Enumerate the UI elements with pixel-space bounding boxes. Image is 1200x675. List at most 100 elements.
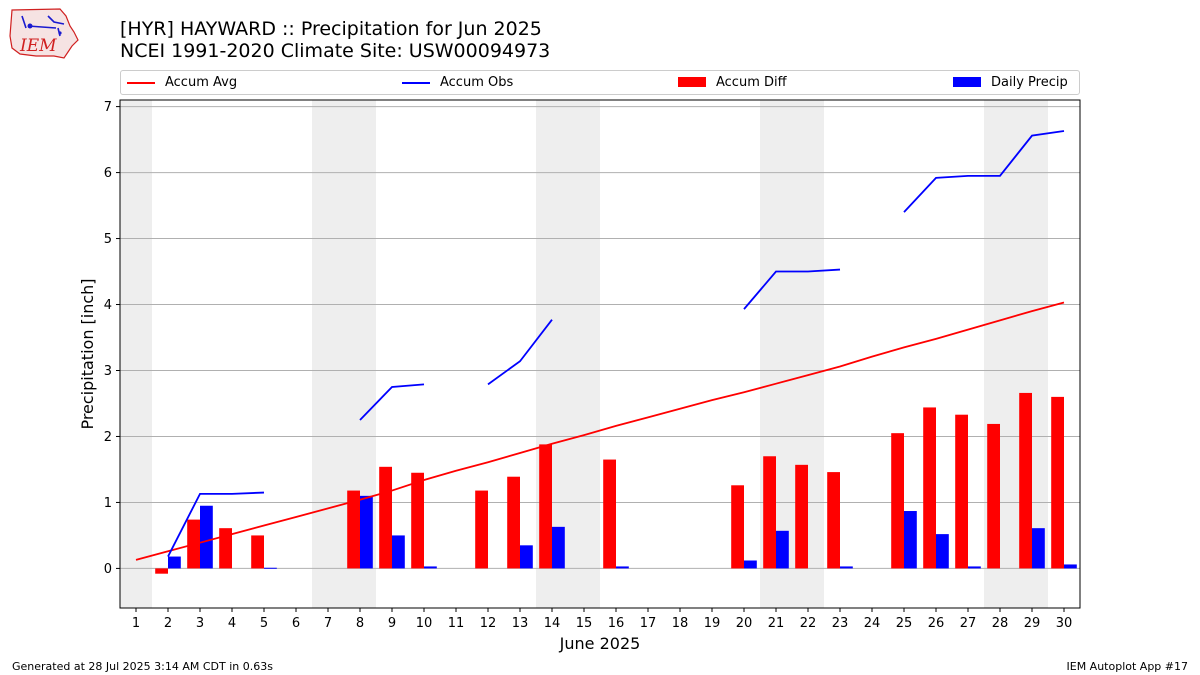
x-tick-label-29: 29 bbox=[1024, 616, 1041, 631]
bar-accum-diff-day-16 bbox=[603, 459, 616, 569]
bar-daily-precip-day-21 bbox=[776, 530, 789, 569]
bar-daily-precip-day-29 bbox=[1032, 528, 1045, 569]
y-tick-label-6: 6 bbox=[104, 166, 112, 181]
legend-label-daily-precip: Daily Precip bbox=[991, 75, 1068, 90]
bar-daily-precip-day-23 bbox=[840, 566, 853, 569]
bar-accum-diff-day-4 bbox=[219, 528, 232, 569]
weekend-shade-15 bbox=[568, 100, 600, 608]
legend-label-accum-diff: Accum Diff bbox=[716, 75, 787, 90]
bar-accum-diff-day-12 bbox=[475, 490, 488, 569]
x-tick-label-27: 27 bbox=[960, 616, 977, 631]
line-accum-obs-segment-0 bbox=[167, 491, 265, 557]
bar-daily-precip-day-30 bbox=[1064, 564, 1077, 569]
app-credit: IEM Autoplot App #17 bbox=[1066, 660, 1189, 673]
bar-accum-diff-day-14 bbox=[539, 444, 552, 569]
x-tick-label-21: 21 bbox=[768, 616, 785, 631]
y-tick-label-2: 2 bbox=[104, 430, 112, 445]
bar-daily-precip-day-9 bbox=[392, 535, 405, 569]
bar-daily-precip-day-26 bbox=[936, 534, 949, 569]
bar-accum-diff-day-21 bbox=[763, 456, 776, 569]
x-tick-label-25: 25 bbox=[896, 616, 913, 631]
bar-accum-diff-day-20 bbox=[731, 485, 744, 569]
x-tick-label-4: 4 bbox=[228, 616, 236, 631]
x-tick-label-16: 16 bbox=[608, 616, 625, 631]
x-tick-label-10: 10 bbox=[416, 616, 433, 631]
y-tick-label-7: 7 bbox=[104, 100, 112, 115]
x-tick-label-18: 18 bbox=[672, 616, 689, 631]
x-tick-label-13: 13 bbox=[512, 616, 529, 631]
x-tick-label-30: 30 bbox=[1056, 616, 1073, 631]
x-tick-label-9: 9 bbox=[388, 616, 396, 631]
bar-accum-diff-day-5 bbox=[251, 535, 264, 569]
bar-daily-precip-day-8 bbox=[360, 495, 373, 569]
bar-accum-diff-day-26 bbox=[923, 407, 936, 569]
x-tick-label-2: 2 bbox=[164, 616, 172, 631]
x-tick-label-28: 28 bbox=[992, 616, 1009, 631]
bar-daily-precip-day-3 bbox=[200, 505, 213, 569]
bar-daily-precip-day-5 bbox=[264, 567, 277, 569]
x-axis-label: June 2025 bbox=[559, 634, 641, 653]
y-tick-label-5: 5 bbox=[104, 232, 112, 247]
bar-accum-diff-day-30 bbox=[1051, 396, 1064, 569]
chart-title: [HYR] HAYWARD :: Precipitation for Jun 2… bbox=[120, 18, 542, 40]
x-tick-label-20: 20 bbox=[736, 616, 753, 631]
legend-swatch-accum-obs bbox=[402, 82, 430, 84]
x-tick-label-19: 19 bbox=[704, 616, 721, 631]
bar-daily-precip-day-20 bbox=[744, 560, 757, 569]
x-tick-label-8: 8 bbox=[356, 616, 364, 631]
bar-accum-diff-day-27 bbox=[955, 414, 968, 569]
bar-accum-diff-day-23 bbox=[827, 472, 840, 569]
legend-label-accum-avg: Accum Avg bbox=[165, 75, 238, 90]
x-tick-label-23: 23 bbox=[832, 616, 849, 631]
iem-logo: IEM bbox=[9, 8, 79, 59]
x-tick-label-1: 1 bbox=[132, 616, 140, 631]
bar-accum-diff-day-9 bbox=[379, 466, 392, 569]
legend-label-accum-obs: Accum Obs bbox=[440, 75, 514, 90]
weekend-shade-7 bbox=[312, 100, 344, 608]
y-tick-label-1: 1 bbox=[104, 496, 112, 511]
legend-swatch-accum-diff bbox=[678, 77, 706, 87]
plot-frame bbox=[119, 99, 1081, 609]
x-tick-label-24: 24 bbox=[864, 616, 881, 631]
legend-swatch-accum-avg bbox=[127, 82, 155, 84]
bar-accum-diff-day-10 bbox=[411, 472, 424, 569]
chart-subtitle: NCEI 1991-2020 Climate Site: USW00094973 bbox=[120, 40, 551, 62]
x-tick-label-17: 17 bbox=[640, 616, 657, 631]
y-axis-label: Precipitation [inch] bbox=[78, 278, 97, 429]
y-tick-label-3: 3 bbox=[104, 364, 112, 379]
bar-daily-precip-day-10 bbox=[424, 566, 437, 569]
bar-accum-diff-day-22 bbox=[795, 464, 808, 569]
line-accum-obs-segment-2 bbox=[487, 319, 553, 386]
bar-accum-diff-day-25 bbox=[891, 433, 904, 569]
x-tick-label-15: 15 bbox=[576, 616, 593, 631]
line-accum-obs-segment-1 bbox=[359, 383, 425, 421]
x-tick-label-7: 7 bbox=[324, 616, 332, 631]
x-tick-label-6: 6 bbox=[292, 616, 300, 631]
bar-daily-precip-day-25 bbox=[904, 511, 917, 569]
x-tick-label-22: 22 bbox=[800, 616, 817, 631]
line-accum-obs-segment-3 bbox=[743, 268, 841, 310]
x-tick-label-14: 14 bbox=[544, 616, 561, 631]
line-accum-obs-segment-4 bbox=[903, 130, 1065, 213]
bar-accum-diff-day-2 bbox=[155, 568, 168, 574]
legend-swatch-daily-precip bbox=[953, 77, 981, 87]
line-accum-avg-segment-0 bbox=[135, 301, 1065, 561]
bar-accum-diff-day-29 bbox=[1019, 392, 1032, 569]
chart-legend: Accum Avg Accum Obs Accum Diff Daily Pre… bbox=[120, 70, 1080, 95]
weekend-shade-1 bbox=[120, 100, 152, 608]
bar-daily-precip-day-13 bbox=[520, 545, 533, 569]
x-tick-label-5: 5 bbox=[260, 616, 268, 631]
x-tick-label-12: 12 bbox=[480, 616, 497, 631]
x-tick-label-3: 3 bbox=[196, 616, 204, 631]
y-tick-label-0: 0 bbox=[104, 562, 112, 577]
bar-daily-precip-day-2 bbox=[168, 556, 181, 569]
x-tick-label-11: 11 bbox=[448, 616, 465, 631]
bar-daily-precip-day-27 bbox=[968, 566, 981, 569]
bar-daily-precip-day-14 bbox=[552, 526, 565, 569]
generated-timestamp: Generated at 28 Jul 2025 3:14 AM CDT in … bbox=[12, 660, 273, 673]
bar-accum-diff-day-8 bbox=[347, 490, 360, 569]
x-tick-label-26: 26 bbox=[928, 616, 945, 631]
bar-accum-diff-day-28 bbox=[987, 423, 1000, 569]
bar-daily-precip-day-16 bbox=[616, 566, 629, 569]
